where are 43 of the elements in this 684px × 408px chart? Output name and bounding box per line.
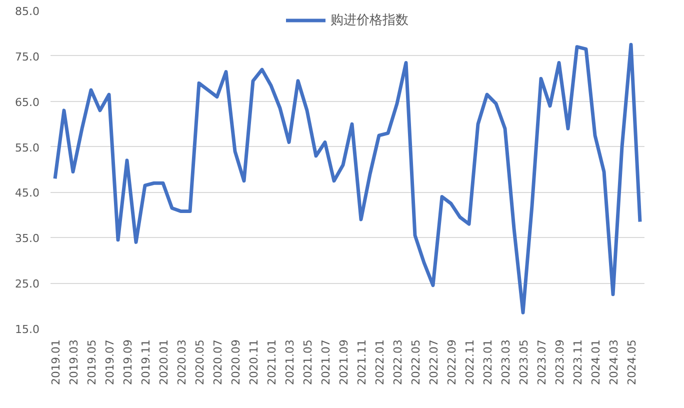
y-tick-label: 75.0: [15, 50, 40, 64]
x-tick-label: 2022.01: [374, 339, 386, 385]
x-tick-label: 2020.01: [158, 339, 170, 385]
y-tick-label: 15.0: [15, 323, 40, 336]
y-tick-label: 65.0: [15, 96, 40, 109]
x-tick-label: 2023.05: [518, 339, 530, 385]
x-tick-label: 2022.11: [464, 339, 476, 385]
x-tick-label: 2024.03: [608, 339, 620, 385]
x-tick-label: 2021.05: [302, 339, 314, 385]
x-tick-label: 2021.09: [338, 339, 350, 385]
x-tick-label: 2019.11: [140, 339, 152, 385]
x-tick-label: 2019.05: [86, 339, 98, 385]
x-tick-label: 2020.11: [248, 339, 260, 385]
x-tick-label: 2023.03: [500, 339, 512, 385]
x-tick-label: 2022.03: [392, 339, 404, 385]
x-tick-label: 2019.07: [104, 339, 116, 385]
y-tick-label: 55.0: [15, 141, 40, 154]
y-tick-label: 35.0: [15, 232, 40, 246]
x-tick-label: 2022.05: [410, 339, 422, 385]
x-tick-label: 2021.03: [284, 339, 296, 385]
x-tick-label: 2020.03: [176, 339, 188, 385]
x-tick-label: 2020.09: [230, 339, 242, 385]
x-tick-label: 2019.03: [68, 339, 80, 385]
y-tick-label: 45.0: [15, 186, 40, 200]
line-series: [53, 42, 642, 314]
x-tick-label: 2020.05: [194, 339, 206, 385]
x-tick-label: 2023.01: [482, 339, 494, 385]
x-tick-label: 2019.01: [50, 339, 62, 385]
x-tick-label: 2021.07: [320, 339, 332, 385]
y-tick-label: 25.0: [15, 278, 40, 291]
x-tick-label: 2022.07: [428, 339, 440, 385]
x-tick-label: 2021.11: [356, 339, 368, 385]
x-tick-label: 2024.05: [626, 339, 638, 385]
y-tick-label: 85.0: [15, 5, 40, 18]
x-tick-label: 2024.01: [590, 339, 602, 385]
x-tick-label: 2022.09: [446, 339, 458, 385]
legend-label: 购进价格指数: [330, 12, 408, 29]
x-tick-label: 2020.07: [212, 339, 224, 385]
x-tick-label: 2021.01: [266, 339, 278, 385]
x-tick-label: 2019.09: [122, 339, 134, 385]
x-tick-label: 2023.09: [554, 339, 566, 385]
x-tick-label: 2023.07: [536, 339, 548, 385]
x-tick-label: 2023.11: [572, 339, 584, 385]
